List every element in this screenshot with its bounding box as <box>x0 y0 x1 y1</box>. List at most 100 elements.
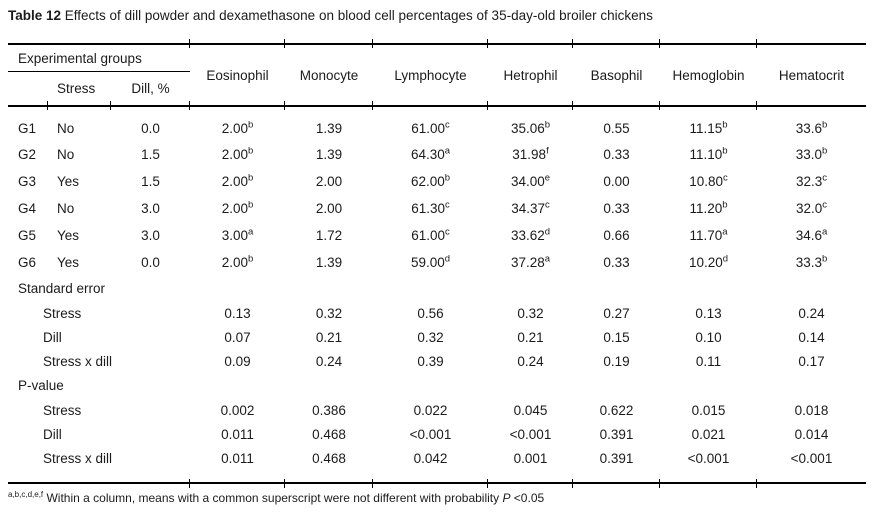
cell-monocyte: 0.386 <box>312 402 346 418</box>
superscript: c <box>545 199 550 211</box>
value-text: 2.00 <box>221 120 248 136</box>
cell-hematocrit: 32.0c <box>757 195 866 222</box>
blood-cell-table: Experimental groups Eosinophil Monocyte … <box>8 39 866 488</box>
cell-lymphocyte: 59.00d <box>373 249 488 276</box>
row-label: Stress x dill <box>8 446 190 484</box>
superscript: c <box>445 199 450 211</box>
value-text: 10.20 <box>688 255 723 270</box>
cell-hematocrit: 0.14 <box>798 329 825 345</box>
row-label: Dill <box>43 329 62 345</box>
cell-hematocrit: 34.6a <box>757 222 866 249</box>
cell-hematocrit: 0.24 <box>798 305 825 321</box>
cell-hemoglobin: 11.20b <box>660 195 757 222</box>
value-text: 10.80 <box>689 174 724 189</box>
cell-group-id: G3 <box>18 174 37 189</box>
value-text: 11.15 <box>689 120 723 136</box>
value-text: 0.33 <box>603 201 630 216</box>
cell-hetrophil: <0.001 <box>509 426 552 442</box>
cell-eosinophil: 3.00a <box>190 222 285 249</box>
cell-monocyte: 0.32 <box>315 305 343 321</box>
cell-hetrophil: 0.21 <box>517 329 544 345</box>
table-title-text: Effects of dill powder and dexamethasone… <box>61 8 653 23</box>
cell-stress: No <box>57 201 75 216</box>
cell-hetrophil: 34.37c <box>488 195 573 222</box>
se-row-dill: Dill 0.07 0.21 0.32 0.21 0.15 0.10 0.14 <box>8 325 866 349</box>
superscript: b <box>722 119 728 130</box>
cell-hemoglobin: 10.20d <box>660 249 757 276</box>
footnote-superscript: a,b,c,d,e,f <box>8 490 44 499</box>
row-label: Stress <box>43 305 82 321</box>
cell-hemoglobin: 0.10 <box>695 329 722 345</box>
cell-dill: 0.0 <box>110 101 190 141</box>
value-text: 11.10 <box>689 147 723 162</box>
value-text: 2.00 <box>221 147 248 162</box>
cell-hemoglobin: 0.021 <box>691 426 726 442</box>
superscript: b <box>444 172 451 184</box>
cell-monocyte: 1.39 <box>285 249 373 276</box>
value-text: 34.37 <box>511 201 546 216</box>
se-row-stress-x-dill: Stress x dill 0.09 0.24 0.39 0.24 0.19 0… <box>8 349 866 373</box>
cell-lymphocyte: 0.56 <box>417 305 444 321</box>
p-row-dill: Dill 0.011 0.468 <0.001 <0.001 0.391 0.0… <box>8 422 866 446</box>
cell-hetrophil: 0.32 <box>517 305 544 321</box>
value-text: 2.00 <box>221 174 248 189</box>
column-header-monocyte: Monocyte <box>284 39 373 107</box>
superscript: c <box>445 226 450 238</box>
cell-hemoglobin: 11.70a <box>660 222 757 249</box>
cell-hematocrit: 0.17 <box>798 353 825 369</box>
cell-basophil: 0.33 <box>573 249 660 276</box>
footnote: a,b,c,d,e,f Within a column, means with … <box>8 488 872 505</box>
cell-lymphocyte: 0.022 <box>413 402 448 418</box>
cell-stress: No <box>47 101 111 141</box>
cell-hemoglobin: 0.11 <box>695 353 722 369</box>
cell-monocyte: 0.24 <box>315 353 343 369</box>
cell-lymphocyte: 64.30a <box>373 141 488 168</box>
cell-basophil: 0.55 <box>572 101 660 141</box>
value-text: 0.33 <box>603 255 630 270</box>
value-text: 3.00 <box>221 228 248 243</box>
cell-dill: 1.5 <box>141 174 160 189</box>
cell-dill: 1.5 <box>141 147 160 162</box>
cell-eosinophil: 2.00b <box>190 168 285 195</box>
group-row-g6: G6 Yes 0.0 2.00b 1.39 59.00d 37.28a 0.33… <box>8 249 866 276</box>
value-text: 11.70 <box>689 228 723 243</box>
value-text: 32.0 <box>795 201 823 216</box>
cell-hematocrit: 32.3c <box>757 168 866 195</box>
column-header-hemoglobin: Hemoglobin <box>659 39 757 107</box>
value-text: 0.33 <box>603 147 630 162</box>
superscript: b <box>722 199 728 211</box>
cell-basophil: 0.27 <box>603 305 630 321</box>
group-row-g2: G2 No 1.5 2.00b 1.39 64.30a 31.98f 0.33 … <box>8 141 866 168</box>
cell-hetrophil: 37.28a <box>488 249 573 276</box>
cell-basophil: 0.33 <box>573 195 660 222</box>
table-body: G1 No 0.0 2.00b 1.39 61.00c 35.06b 0.55 … <box>8 101 866 488</box>
section-label: P-value <box>18 378 64 393</box>
value-text: 2.00 <box>221 255 248 270</box>
value-text: 34.00 <box>510 174 545 189</box>
empty-header-cell <box>8 72 48 107</box>
superscript: b <box>247 172 254 184</box>
value-text: 2.00 <box>221 201 248 216</box>
cell-monocyte: 0.468 <box>284 446 373 488</box>
cell-hemoglobin: 11.15b <box>659 101 757 141</box>
superscript: b <box>821 253 828 265</box>
p-row-stress-x-dill: Stress x dill 0.011 0.468 0.042 0.001 0.… <box>8 446 866 488</box>
cell-group-id: G4 <box>18 201 37 216</box>
cell-hetrophil: 33.62d <box>488 222 573 249</box>
superscript: c <box>822 172 828 184</box>
section-row-standard-error: Standard error <box>8 276 866 301</box>
cell-monocyte: 1.72 <box>285 222 373 249</box>
table-number: Table 12 <box>8 8 62 23</box>
value-text: 0.66 <box>603 228 630 243</box>
cell-eosinophil: 0.011 <box>221 426 254 442</box>
cell-eosinophil: 0.002 <box>220 402 255 418</box>
cell-hematocrit: 33.6b <box>756 101 866 141</box>
cell-group-id: G5 <box>18 228 37 243</box>
cell-monocyte: 1.39 <box>284 101 373 141</box>
cell-eosinophil: 2.00b <box>190 195 285 222</box>
footnote-p-symbol: P <box>502 491 511 505</box>
cell-eosinophil: 2.00b <box>190 141 285 168</box>
value-text: 33.62 <box>510 228 545 243</box>
cell-stress: Yes <box>57 255 80 270</box>
